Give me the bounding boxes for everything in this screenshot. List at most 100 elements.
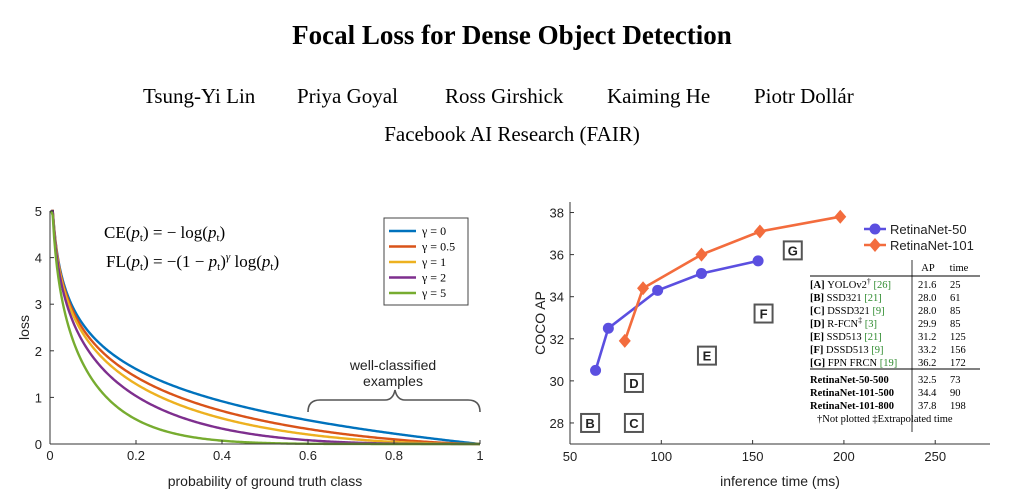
table-cell-ap: 32.5 bbox=[918, 375, 936, 386]
x-tick-label: 250 bbox=[924, 449, 946, 464]
data-point bbox=[602, 322, 614, 334]
x-axis-label: inference time (ms) bbox=[720, 473, 840, 489]
y-tick-label: 4 bbox=[35, 251, 42, 266]
table-row-name: [A] YOLOv2† [26] bbox=[810, 277, 891, 291]
table-row-name: [C] DSSD321 [9] bbox=[810, 306, 885, 317]
y-tick-label: 1 bbox=[35, 390, 42, 405]
x-tick-label: 0.8 bbox=[385, 448, 403, 463]
y-tick-label: 3 bbox=[35, 297, 42, 312]
table-cell-time: 25 bbox=[950, 280, 961, 291]
data-point bbox=[695, 268, 707, 280]
annotation-line-1: well-classified bbox=[349, 357, 436, 373]
y-tick-label: 2 bbox=[35, 344, 42, 359]
table-cell-time: 198 bbox=[950, 401, 966, 412]
data-point bbox=[695, 247, 708, 262]
author-name: Piotr Dollár bbox=[754, 84, 854, 108]
legend-label: γ = 0 bbox=[421, 224, 446, 238]
x-tick-label: 150 bbox=[742, 449, 764, 464]
legend-label: RetinaNet-101 bbox=[890, 238, 974, 253]
table-footnote: †Not plotted ‡Extrapolated time bbox=[817, 414, 953, 425]
method-box-label: D bbox=[629, 376, 638, 391]
table-row-name: RetinaNet-101-800 bbox=[810, 401, 894, 412]
table-row-name: [F] DSSD513 [9] bbox=[810, 345, 884, 356]
legend-marker bbox=[869, 238, 881, 252]
y-tick-label: 5 bbox=[35, 204, 42, 219]
data-point bbox=[752, 255, 764, 267]
legend-label: RetinaNet-50 bbox=[890, 222, 967, 237]
table-cell-time: 85 bbox=[950, 319, 961, 330]
results-table: AP time [A] YOLOv2† [26] 21.6 25 [B] SSD321 [… bbox=[810, 260, 980, 432]
method-box bbox=[623, 412, 644, 433]
y-tick-label: 34 bbox=[550, 290, 564, 305]
method-box-label: C bbox=[629, 416, 639, 431]
method-box-label: E bbox=[703, 349, 712, 364]
y-axis-label: loss bbox=[16, 315, 32, 340]
table-cell-ap: 34.4 bbox=[918, 388, 937, 399]
author-name: Ross Girshick bbox=[445, 84, 564, 108]
annotation-line-2: examples bbox=[363, 373, 423, 389]
table-row-name: [G] FPN FRCN [19] bbox=[810, 358, 897, 369]
table-cell-time: 73 bbox=[950, 375, 961, 386]
y-tick-label: 32 bbox=[550, 332, 564, 347]
y-tick-label: 0 bbox=[35, 437, 42, 452]
x-tick-label: 50 bbox=[563, 449, 577, 464]
loss-curve-series bbox=[51, 209, 481, 446]
y-tick-label: 36 bbox=[550, 248, 564, 263]
table-cell-time: 61 bbox=[950, 293, 961, 304]
brace-annotation bbox=[307, 389, 481, 413]
method-box bbox=[696, 345, 717, 366]
table-cell-ap: 33.2 bbox=[918, 345, 936, 356]
focal-loss-plot-area: 0 0.2 0.4 0.6 0.8 1 0 1 2 3 4 5 probability of groun… bbox=[16, 204, 484, 489]
table-cell-ap: 31.2 bbox=[918, 332, 936, 343]
legend-label: γ = 5 bbox=[421, 286, 446, 300]
table-cell-time: 90 bbox=[950, 388, 961, 399]
x-axis-label: probability of ground truth class bbox=[168, 473, 363, 489]
table-header-time: time bbox=[950, 263, 969, 274]
table-row-name: [D] R-FCN‡ [3] bbox=[810, 316, 877, 330]
method-box bbox=[753, 303, 774, 324]
focal-loss-chart: 0 0.2 0.4 0.6 0.8 1 0 1 2 3 4 5 probability of groun… bbox=[16, 204, 484, 489]
data-point bbox=[590, 364, 602, 376]
method-box bbox=[580, 412, 601, 433]
table-cell-ap: 21.6 bbox=[918, 280, 936, 291]
table-row-name: [B] SSD321 [21] bbox=[810, 293, 882, 304]
paper-title: Focal Loss for Dense Object Detection bbox=[292, 20, 732, 50]
x-tick-label: 100 bbox=[650, 449, 672, 464]
table-cell-ap: 37.8 bbox=[918, 401, 936, 412]
fl-equation: FL(pt) = −(1 − pt)γ log(pt) bbox=[106, 251, 279, 273]
table-cell-time: 125 bbox=[950, 332, 966, 343]
data-point bbox=[637, 281, 650, 296]
y-tick-label: 30 bbox=[550, 374, 564, 389]
table-cell-time: 156 bbox=[950, 345, 966, 356]
legend-label: γ = 0.5 bbox=[421, 240, 455, 254]
method-box-label: B bbox=[585, 416, 594, 431]
method-box bbox=[782, 240, 803, 261]
table-cell-time: 172 bbox=[950, 358, 966, 369]
table-cell-ap: 28.0 bbox=[918, 293, 936, 304]
data-point bbox=[834, 209, 847, 224]
ce-equation: CE(pt) = − log(pt) bbox=[104, 223, 225, 244]
legend-label: γ = 2 bbox=[421, 271, 446, 285]
y-tick-label: 28 bbox=[550, 416, 564, 431]
table-header-ap: AP bbox=[921, 263, 935, 274]
author-name: Tsung-Yi Lin bbox=[143, 84, 256, 108]
author-list: Tsung-Yi Lin Priya Goyal Ross Girshick K… bbox=[0, 84, 1024, 114]
speed-accuracy-plot-area: 50 100 150 200 250 28 30 32 34 36 38 inference time… bbox=[532, 202, 990, 489]
series-line bbox=[623, 215, 841, 342]
affiliation: Facebook AI Research (FAIR) bbox=[384, 122, 640, 146]
method-box-label: G bbox=[788, 243, 798, 258]
table-cell-ap: 28.0 bbox=[918, 306, 936, 317]
legend-marker bbox=[869, 223, 881, 235]
table-cell-ap: 36.2 bbox=[918, 358, 936, 369]
x-tick-label: 200 bbox=[833, 449, 855, 464]
method-box-label: F bbox=[760, 307, 768, 322]
data-point bbox=[652, 284, 664, 296]
data-point bbox=[753, 224, 766, 239]
author-name: Kaiming He bbox=[607, 84, 711, 108]
table-cell-ap: 29.9 bbox=[918, 319, 936, 330]
legend-label: γ = 1 bbox=[421, 255, 446, 269]
x-tick-label: 0.6 bbox=[299, 448, 317, 463]
method-box bbox=[623, 372, 644, 393]
author-name: Priya Goyal bbox=[297, 84, 398, 108]
